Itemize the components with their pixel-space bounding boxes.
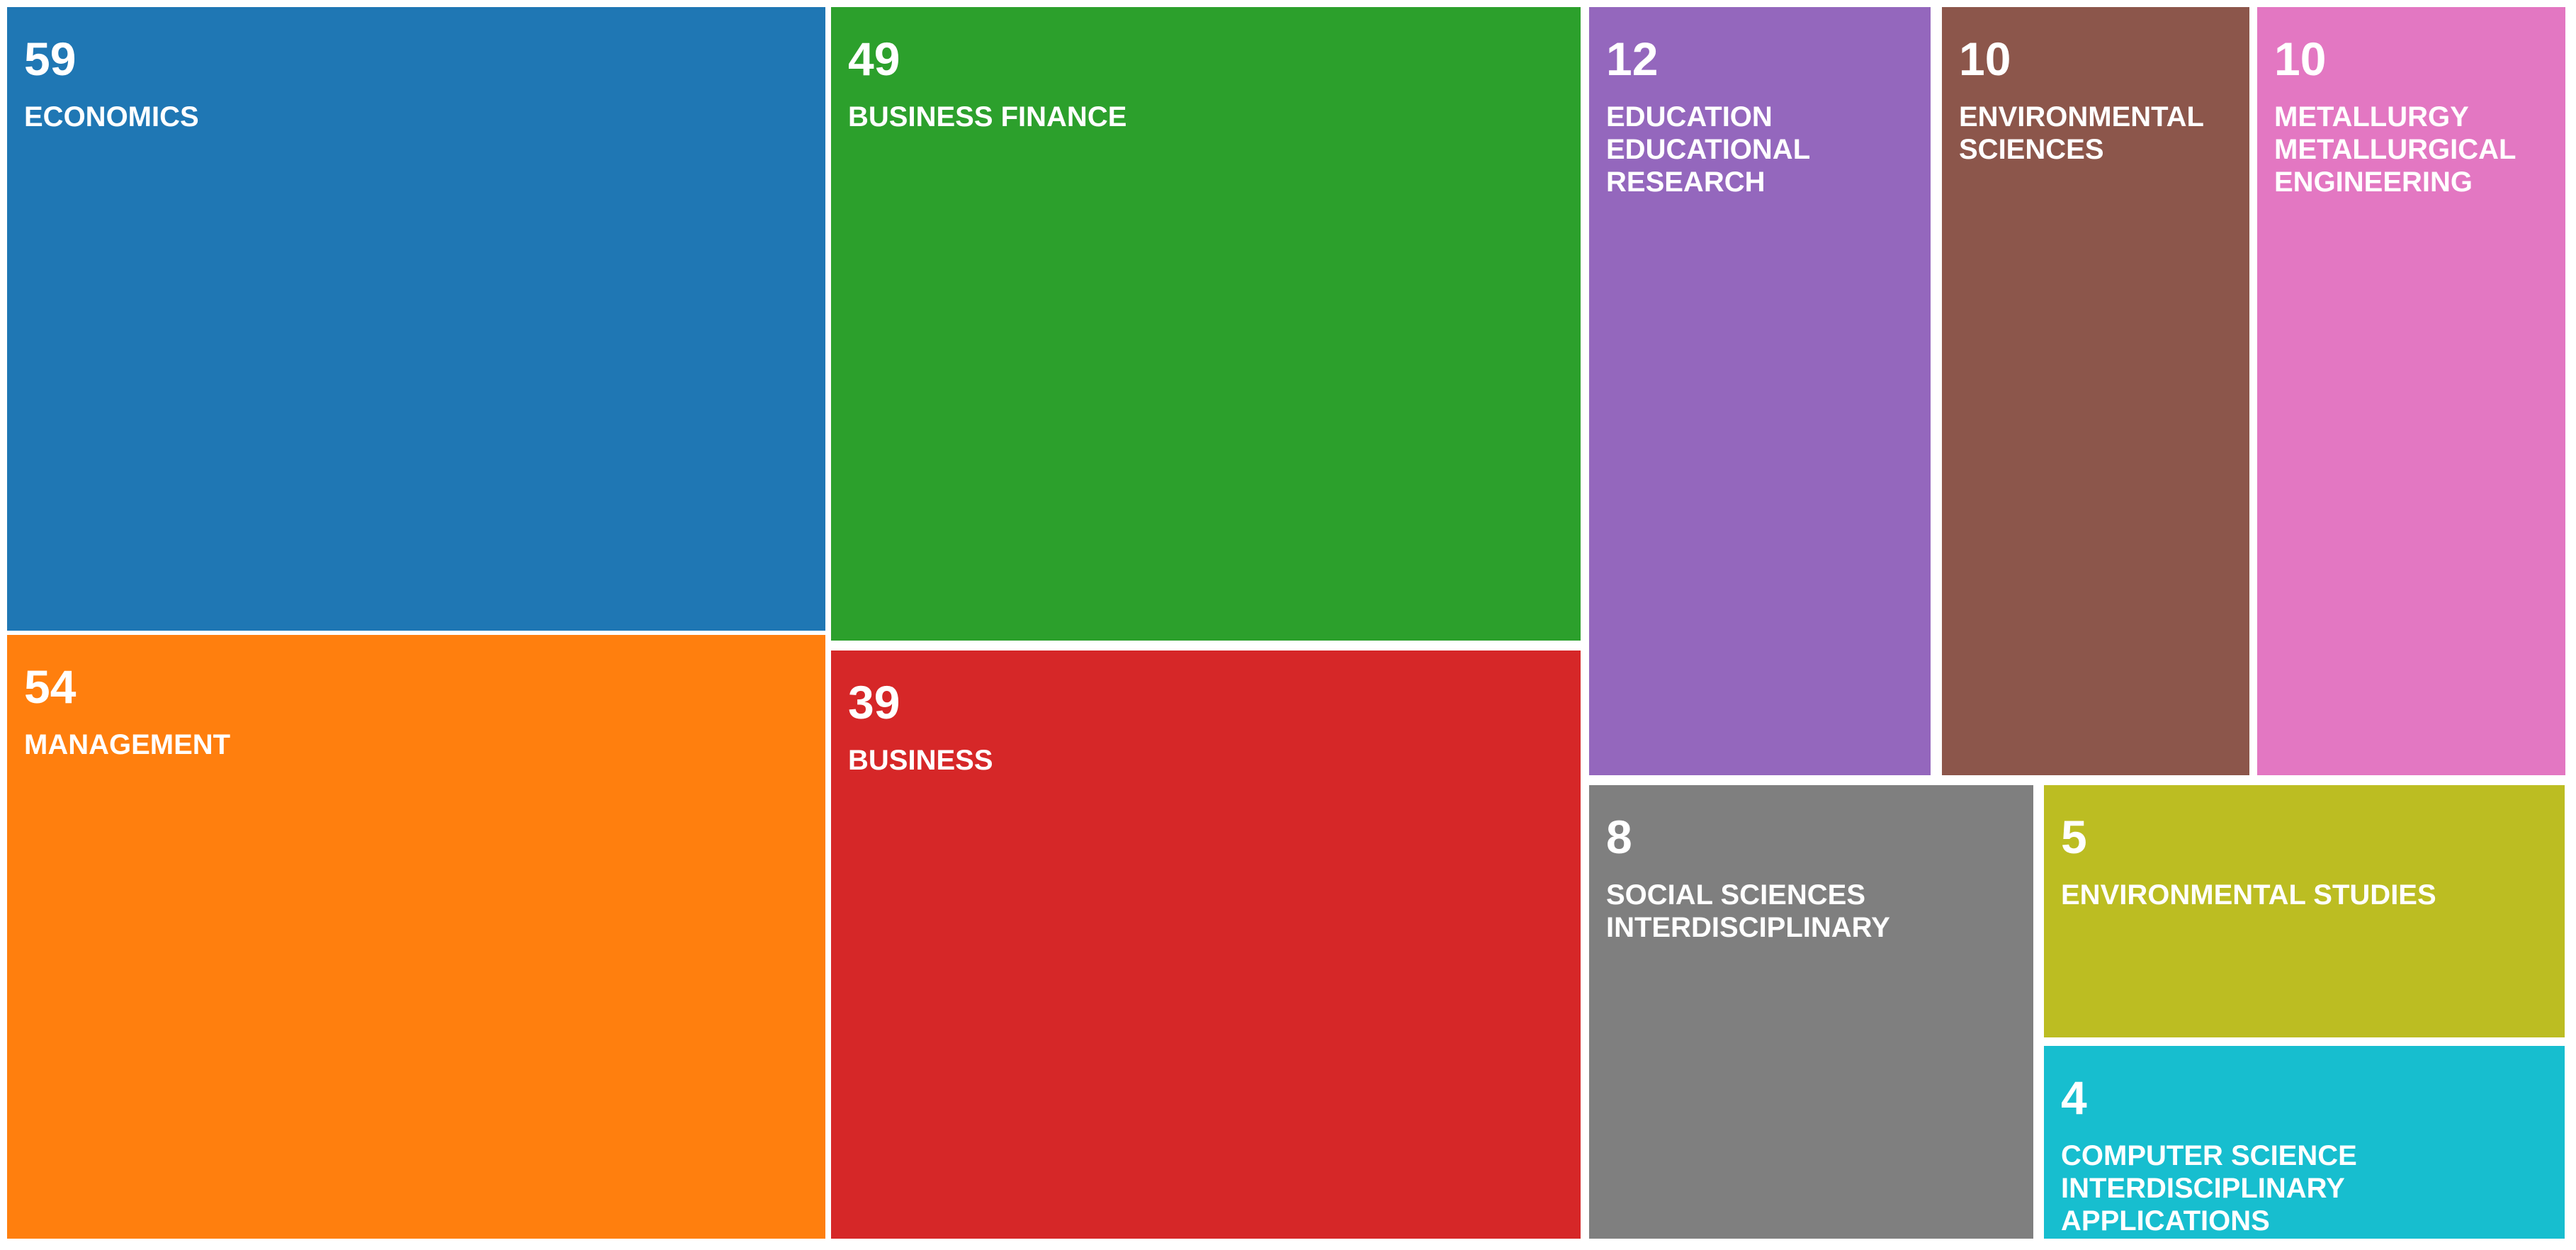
treemap-cell: 49 BUSINESS FINANCE: [831, 7, 1581, 641]
cell-value: 10: [2274, 33, 2327, 85]
cell-label: ECONOMICS: [24, 101, 199, 133]
cell-label: SOCIAL SCIENCES INTERDISCIPLINARY: [1606, 879, 1890, 943]
cell-label: COMPUTER SCIENCE INTERDISCIPLINARY APPLI…: [2061, 1140, 2357, 1237]
treemap-cell: 54 MANAGEMENT: [7, 635, 825, 1239]
cell-label: BUSINESS: [848, 745, 993, 776]
cell-value: 54: [24, 660, 77, 713]
cell-label: ENVIRONMENTAL STUDIES: [2061, 879, 2436, 911]
cell-value: 10: [1959, 33, 2011, 85]
treemap-cell: 10 ENVIRONMENTAL SCIENCES: [1942, 7, 2249, 775]
cell-value: 8: [1606, 811, 1632, 863]
cell-label: EDUCATION EDUCATIONAL RESEARCH: [1606, 101, 1810, 198]
cell-value: 12: [1606, 33, 1659, 85]
treemap-cell: 10 METALLURGY METALLURGICAL ENGINEERING: [2257, 7, 2565, 775]
treemap-cell: 8 SOCIAL SCIENCES INTERDISCIPLINARY: [1589, 785, 2033, 1239]
cell-value: 39: [848, 676, 900, 728]
cell-value: 5: [2061, 811, 2087, 863]
treemap-cell: 39 BUSINESS: [831, 651, 1581, 1239]
cell-label: BUSINESS FINANCE: [848, 101, 1127, 133]
treemap-cell: 5 ENVIRONMENTAL STUDIES: [2044, 785, 2565, 1037]
cell-value: 59: [24, 33, 77, 85]
cell-label: METALLURGY METALLURGICAL ENGINEERING: [2274, 101, 2516, 198]
cell-label: MANAGEMENT: [24, 729, 231, 760]
treemap-cell: 12 EDUCATION EDUCATIONAL RESEARCH: [1589, 7, 1931, 775]
cell-label: ENVIRONMENTAL SCIENCES: [1959, 101, 2204, 165]
cell-value: 4: [2061, 1071, 2087, 1124]
cell-value: 49: [848, 33, 900, 85]
treemap-cell: 59 ECONOMICS: [7, 7, 825, 631]
treemap-cell: 4 COMPUTER SCIENCE INTERDISCIPLINARY APPL…: [2044, 1046, 2565, 1239]
